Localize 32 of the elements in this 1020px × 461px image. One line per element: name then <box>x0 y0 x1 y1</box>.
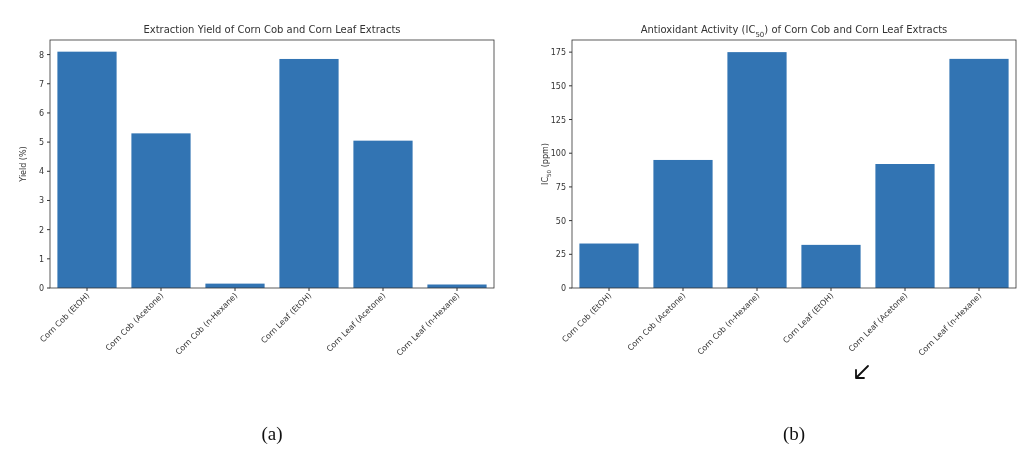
text: (b) <box>782 423 806 445</box>
y-tick-label: 150 <box>550 81 566 91</box>
y-tick-label: 125 <box>550 115 566 125</box>
y-tick-label: 75 <box>555 182 566 192</box>
chart-title: Extraction Yield of Corn Cob and Corn Leaf Extracts <box>143 24 401 35</box>
chart-title: Antioxidant Activity (IC$_{50}$) of Corn Cob and Corn Leaf Extracts <box>640 24 948 39</box>
y-tick-label: 25 <box>555 250 566 260</box>
bar <box>727 52 787 288</box>
y-tick-label: 2 <box>38 225 44 235</box>
bar <box>279 58 339 288</box>
y-tick-label: 3 <box>38 196 44 206</box>
y-tick-label: 4 <box>38 167 44 177</box>
bar <box>131 133 191 288</box>
y-tick-label: 5 <box>38 138 44 148</box>
y-tick-label: 7 <box>38 79 44 89</box>
bar <box>653 159 713 288</box>
y-tick-label: 100 <box>550 149 566 159</box>
bar <box>57 51 117 288</box>
text: (a) <box>261 423 283 445</box>
y-tick-label: 0 <box>38 284 44 293</box>
y-tick-label: 175 <box>550 48 566 58</box>
y-tick-label: 6 <box>38 108 44 118</box>
bar <box>353 140 413 288</box>
y-tick-label: 1 <box>38 254 44 264</box>
y-tick-label: 50 <box>555 216 566 226</box>
y-tick-label: 8 <box>38 50 44 60</box>
y-tick-label: 0 <box>560 284 566 293</box>
y-axis-title: Yield (%) <box>19 146 28 183</box>
bar <box>875 164 935 288</box>
bar <box>801 244 861 288</box>
bar <box>949 58 1009 288</box>
bar <box>579 243 639 288</box>
